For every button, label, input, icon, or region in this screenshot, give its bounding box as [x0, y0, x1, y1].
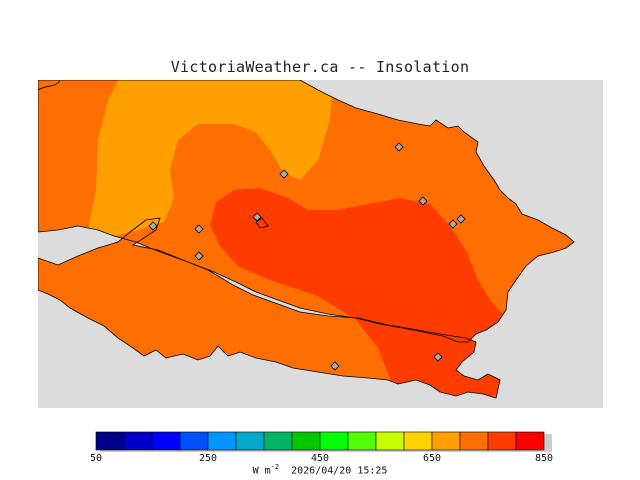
station-marker — [252, 212, 262, 222]
station-marker — [148, 221, 158, 231]
island-outline — [38, 80, 61, 91]
station-marker — [194, 251, 204, 261]
legend-swatch — [263, 431, 293, 451]
zone-600-650 — [88, 80, 333, 238]
station-marker — [418, 196, 428, 206]
legend-swatch — [319, 431, 349, 451]
legend-tick-label: 850 — [534, 453, 554, 464]
station-marker — [448, 219, 458, 229]
legend-swatch — [347, 431, 377, 451]
zone-700-750 — [210, 188, 518, 398]
station-marker — [279, 169, 289, 179]
unit-label: W m — [252, 465, 271, 477]
legend-tick-label: 650 — [422, 453, 442, 464]
inlet-outline — [255, 217, 269, 229]
legend-swatch — [235, 431, 265, 451]
station-marker — [456, 214, 466, 224]
legend-swatch — [515, 431, 545, 451]
station-markers — [148, 142, 466, 371]
legend-swatch — [151, 431, 181, 451]
timestamp: 2026/04/20 15:25 — [291, 465, 388, 477]
legend-tick-label: 250 — [198, 453, 218, 464]
legend-swatch — [487, 431, 517, 451]
legend-swatch — [207, 431, 237, 451]
station-marker — [433, 352, 443, 362]
legend-swatch — [179, 431, 209, 451]
legend-swatch — [403, 431, 433, 451]
legend-swatch — [291, 431, 321, 451]
station-marker — [194, 224, 204, 234]
unit-exponent: -2 — [270, 463, 280, 471]
station-marker — [394, 142, 404, 152]
footer-caption: W m-2 2026/04/20 15:25 — [0, 463, 640, 476]
legend-tick-label: 450 — [310, 453, 330, 464]
legend-swatch — [123, 431, 153, 451]
station-marker — [330, 361, 340, 371]
legend-swatch — [95, 431, 125, 451]
legend-swatch — [375, 431, 405, 451]
insolation-map — [38, 80, 603, 408]
legend-tick-label: 50 — [89, 453, 103, 464]
legend-swatch — [431, 431, 461, 451]
legend-swatch — [459, 431, 489, 451]
map-title: VictoriaWeather.ca -- Insolation — [170, 58, 470, 76]
